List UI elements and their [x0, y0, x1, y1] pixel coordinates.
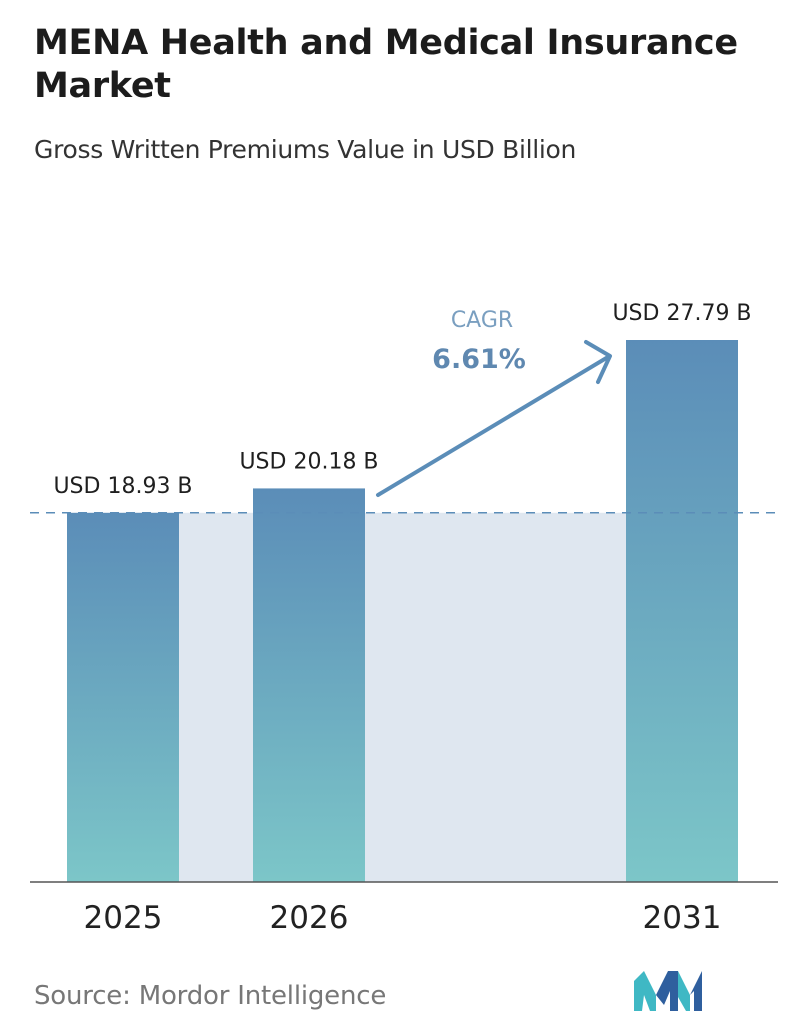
bar-2025	[67, 512, 179, 882]
chart-subtitle: Gross Written Premiums Value in USD Bill…	[34, 135, 577, 164]
data-label-2025: USD 18.93 B	[53, 474, 192, 499]
x-tick-group: 2025 2026 2031	[84, 900, 722, 936]
reference-band	[123, 512, 682, 882]
data-label-2031: USD 27.79 B	[612, 301, 751, 326]
x-tick-2025: 2025	[84, 900, 163, 936]
data-label-group: USD 18.93 B USD 20.18 B USD 27.79 B	[53, 301, 751, 499]
reference-band-group	[123, 512, 682, 882]
cagr-annotation: CAGR 6.61%	[376, 308, 612, 497]
bar-2031	[626, 340, 738, 882]
trend-arrow-icon	[376, 340, 612, 497]
chart-title: MENA Health and Medical Insurance Market	[34, 23, 738, 106]
data-label-2026: USD 20.18 B	[239, 449, 378, 474]
x-tick-2031: 2031	[643, 900, 722, 936]
bar-group	[67, 340, 738, 882]
mordor-intelligence-logo-icon	[634, 971, 702, 1011]
bar-2026	[253, 488, 365, 882]
x-tick-2026: 2026	[270, 900, 349, 936]
source-note: Source: Mordor Intelligence	[34, 981, 387, 1011]
cagr-value: 6.61%	[432, 344, 526, 375]
cagr-label: CAGR	[451, 308, 513, 333]
